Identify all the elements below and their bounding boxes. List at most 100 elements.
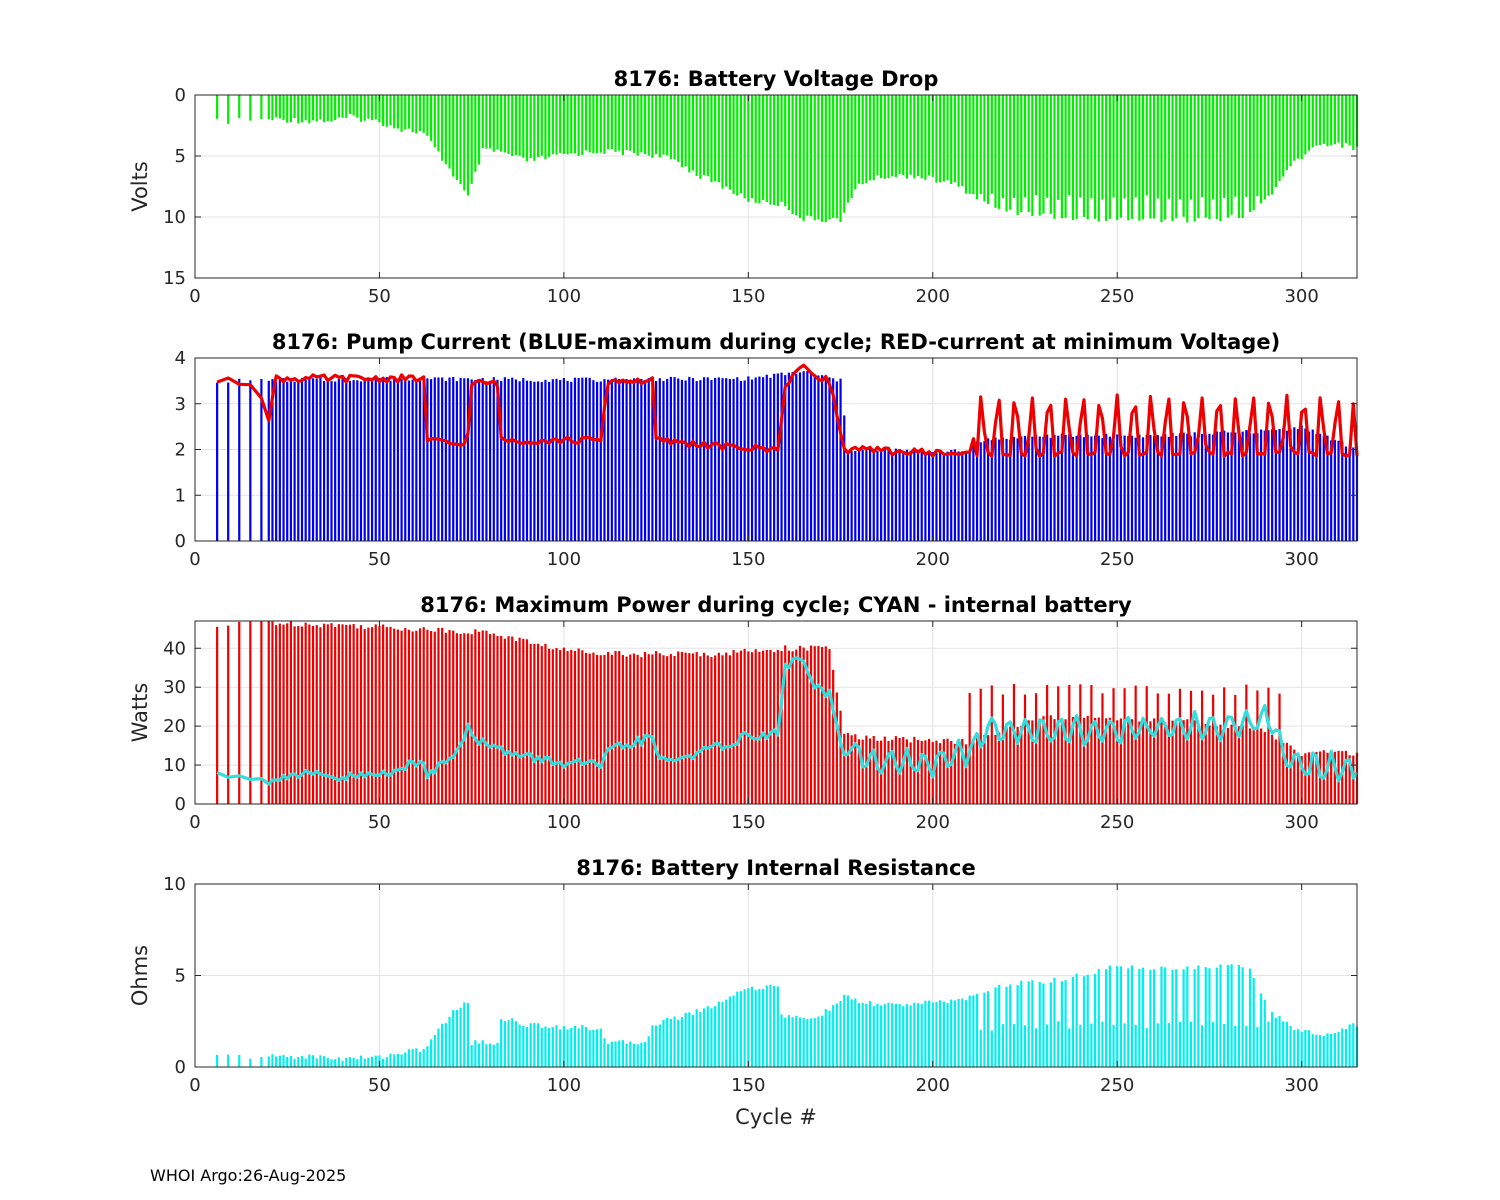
bar — [994, 95, 997, 208]
bar — [636, 1044, 639, 1067]
bar — [1267, 1021, 1270, 1067]
bar — [481, 378, 484, 541]
bar — [666, 656, 669, 804]
bar — [1189, 95, 1193, 200]
bar — [1112, 688, 1115, 804]
bar — [1256, 433, 1259, 541]
bar — [1171, 95, 1174, 222]
bar — [489, 634, 492, 804]
bar — [326, 95, 329, 121]
bar — [1093, 435, 1097, 541]
bar — [536, 381, 540, 541]
bar — [577, 377, 580, 541]
bar — [529, 1023, 532, 1067]
bar — [289, 95, 293, 122]
bar — [655, 381, 658, 541]
bar — [466, 633, 470, 804]
bar — [1193, 95, 1196, 222]
bar — [1223, 95, 1226, 199]
bar — [1053, 435, 1056, 541]
bar — [765, 374, 768, 541]
bar — [282, 1054, 285, 1067]
bar — [470, 379, 473, 541]
bar — [548, 1028, 551, 1067]
bar — [1141, 967, 1145, 1067]
bar — [1274, 739, 1277, 804]
bar — [813, 374, 816, 541]
bar — [1300, 95, 1303, 160]
bar — [311, 625, 315, 804]
bar — [455, 1009, 459, 1067]
bar — [784, 95, 787, 207]
bar — [359, 625, 363, 804]
bar — [559, 95, 562, 153]
bar — [640, 95, 643, 153]
bar — [374, 95, 377, 120]
bar — [994, 734, 997, 804]
bar — [721, 378, 724, 541]
bar — [1248, 95, 1252, 212]
bar — [1167, 95, 1170, 199]
bar — [776, 95, 779, 207]
bar — [1234, 694, 1237, 804]
x-tick-label: 0 — [189, 549, 200, 570]
bar — [463, 95, 466, 191]
bar — [533, 643, 536, 804]
bar — [773, 95, 776, 205]
bar — [750, 379, 754, 541]
bar — [680, 652, 684, 804]
bar — [345, 624, 348, 804]
bar — [666, 1017, 669, 1067]
bar — [673, 377, 676, 541]
bar — [1046, 684, 1049, 804]
bar — [1034, 693, 1038, 804]
bar — [1352, 755, 1355, 804]
y-tick-label: 20 — [163, 716, 186, 737]
bar — [780, 372, 783, 541]
bar — [1042, 95, 1045, 214]
bar — [548, 381, 551, 541]
bar — [1193, 720, 1196, 804]
bar — [854, 95, 857, 190]
bar — [385, 376, 388, 541]
x-tick-label: 150 — [731, 286, 765, 307]
bar — [463, 1002, 466, 1067]
bar — [581, 1025, 584, 1067]
bar — [832, 95, 835, 218]
bar — [396, 629, 399, 804]
bar — [1311, 1034, 1314, 1067]
bar — [595, 381, 599, 541]
panel-title: 8176: Maximum Power during cycle; CYAN -… — [420, 593, 1132, 617]
bar — [1160, 436, 1163, 541]
x-tick-label: 150 — [731, 812, 765, 833]
bar — [1038, 95, 1041, 216]
bar — [1060, 433, 1063, 541]
bar — [1153, 435, 1156, 541]
bar — [880, 449, 883, 541]
bar — [1189, 690, 1193, 804]
bar — [389, 1053, 392, 1067]
bar — [872, 735, 875, 804]
bar — [721, 655, 724, 804]
bar — [533, 95, 536, 161]
bar — [761, 377, 765, 541]
bar — [1038, 436, 1041, 541]
bar — [411, 631, 414, 804]
bar — [846, 995, 850, 1067]
bar — [459, 633, 462, 804]
bar — [503, 95, 506, 153]
bar — [791, 372, 794, 541]
bar — [857, 95, 861, 184]
bar — [1274, 1017, 1277, 1067]
bar — [1164, 967, 1167, 1067]
bar — [1141, 716, 1145, 804]
bar — [1116, 720, 1119, 804]
y-tick-label: 4 — [175, 348, 186, 369]
bar — [769, 377, 772, 541]
bar — [761, 95, 765, 201]
bar — [374, 379, 377, 541]
bar — [861, 1002, 864, 1067]
bar — [688, 653, 691, 804]
bar — [750, 986, 754, 1067]
bar — [662, 95, 665, 155]
